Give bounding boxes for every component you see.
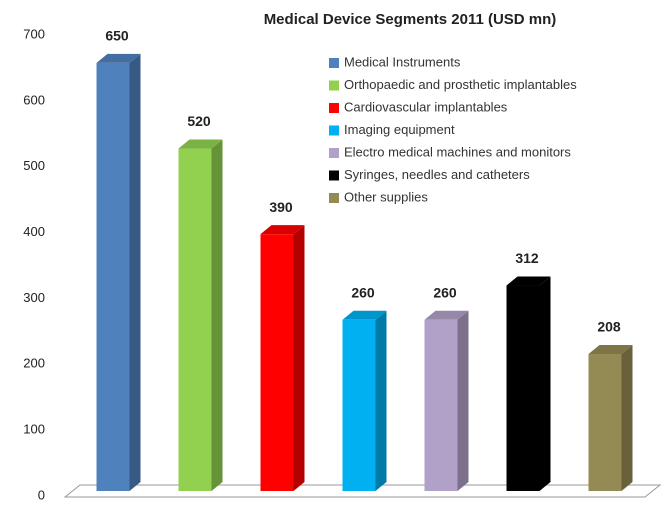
bar-top (342, 310, 387, 320)
legend-label: Cardiovascular implantables (344, 99, 508, 114)
data-label: 390 (269, 199, 293, 215)
bar-top (588, 345, 633, 355)
bar-side (375, 310, 387, 491)
legend-swatch (329, 58, 339, 68)
legend-swatch (329, 103, 339, 113)
y-tick-label: 200 (23, 356, 45, 371)
chart-title: Medical Device Segments 2011 (USD mn) (264, 11, 557, 28)
data-label: 260 (351, 284, 375, 300)
data-label: 650 (105, 28, 129, 44)
bar-side (293, 225, 305, 491)
legend-label: Imaging equipment (344, 122, 455, 137)
y-tick-label: 400 (23, 224, 45, 239)
y-tick-label: 0 (38, 487, 45, 502)
legend-swatch (329, 193, 339, 203)
bar (506, 285, 540, 491)
data-label: 260 (433, 284, 457, 300)
bar-top (506, 276, 551, 286)
bar-side (457, 310, 469, 491)
legend-label: Other supplies (344, 189, 428, 204)
legend-label: Medical Instruments (344, 54, 461, 69)
bar-side (211, 139, 223, 492)
bar (342, 319, 376, 491)
bar-side (621, 345, 633, 491)
y-tick-label: 100 (23, 422, 45, 437)
bar (424, 319, 458, 491)
legend-swatch (329, 80, 339, 91)
legend-label: Syringes, needles and catheters (344, 167, 530, 182)
y-tick-label: 300 (23, 290, 45, 305)
data-label: 208 (597, 319, 621, 335)
bar-side (129, 53, 141, 492)
legend-label: Electro medical machines and monitors (344, 144, 571, 159)
data-label: 312 (515, 250, 539, 266)
bar (260, 234, 294, 491)
legend-swatch (329, 170, 339, 181)
data-label: 520 (187, 113, 211, 129)
legend-swatch (329, 148, 339, 158)
bar-top (424, 310, 469, 320)
bar (178, 148, 212, 492)
legend-label: Orthopaedic and prosthetic implantables (344, 77, 577, 92)
bar (588, 354, 622, 491)
bar-top (260, 225, 305, 235)
y-tick-label: 600 (23, 92, 45, 107)
bar (96, 62, 130, 492)
y-tick-label: 700 (23, 26, 45, 41)
y-tick-label: 500 (23, 158, 45, 173)
bar-top (96, 53, 141, 63)
legend-swatch (329, 125, 339, 136)
bar-side (539, 276, 551, 491)
bar-top (178, 139, 223, 149)
